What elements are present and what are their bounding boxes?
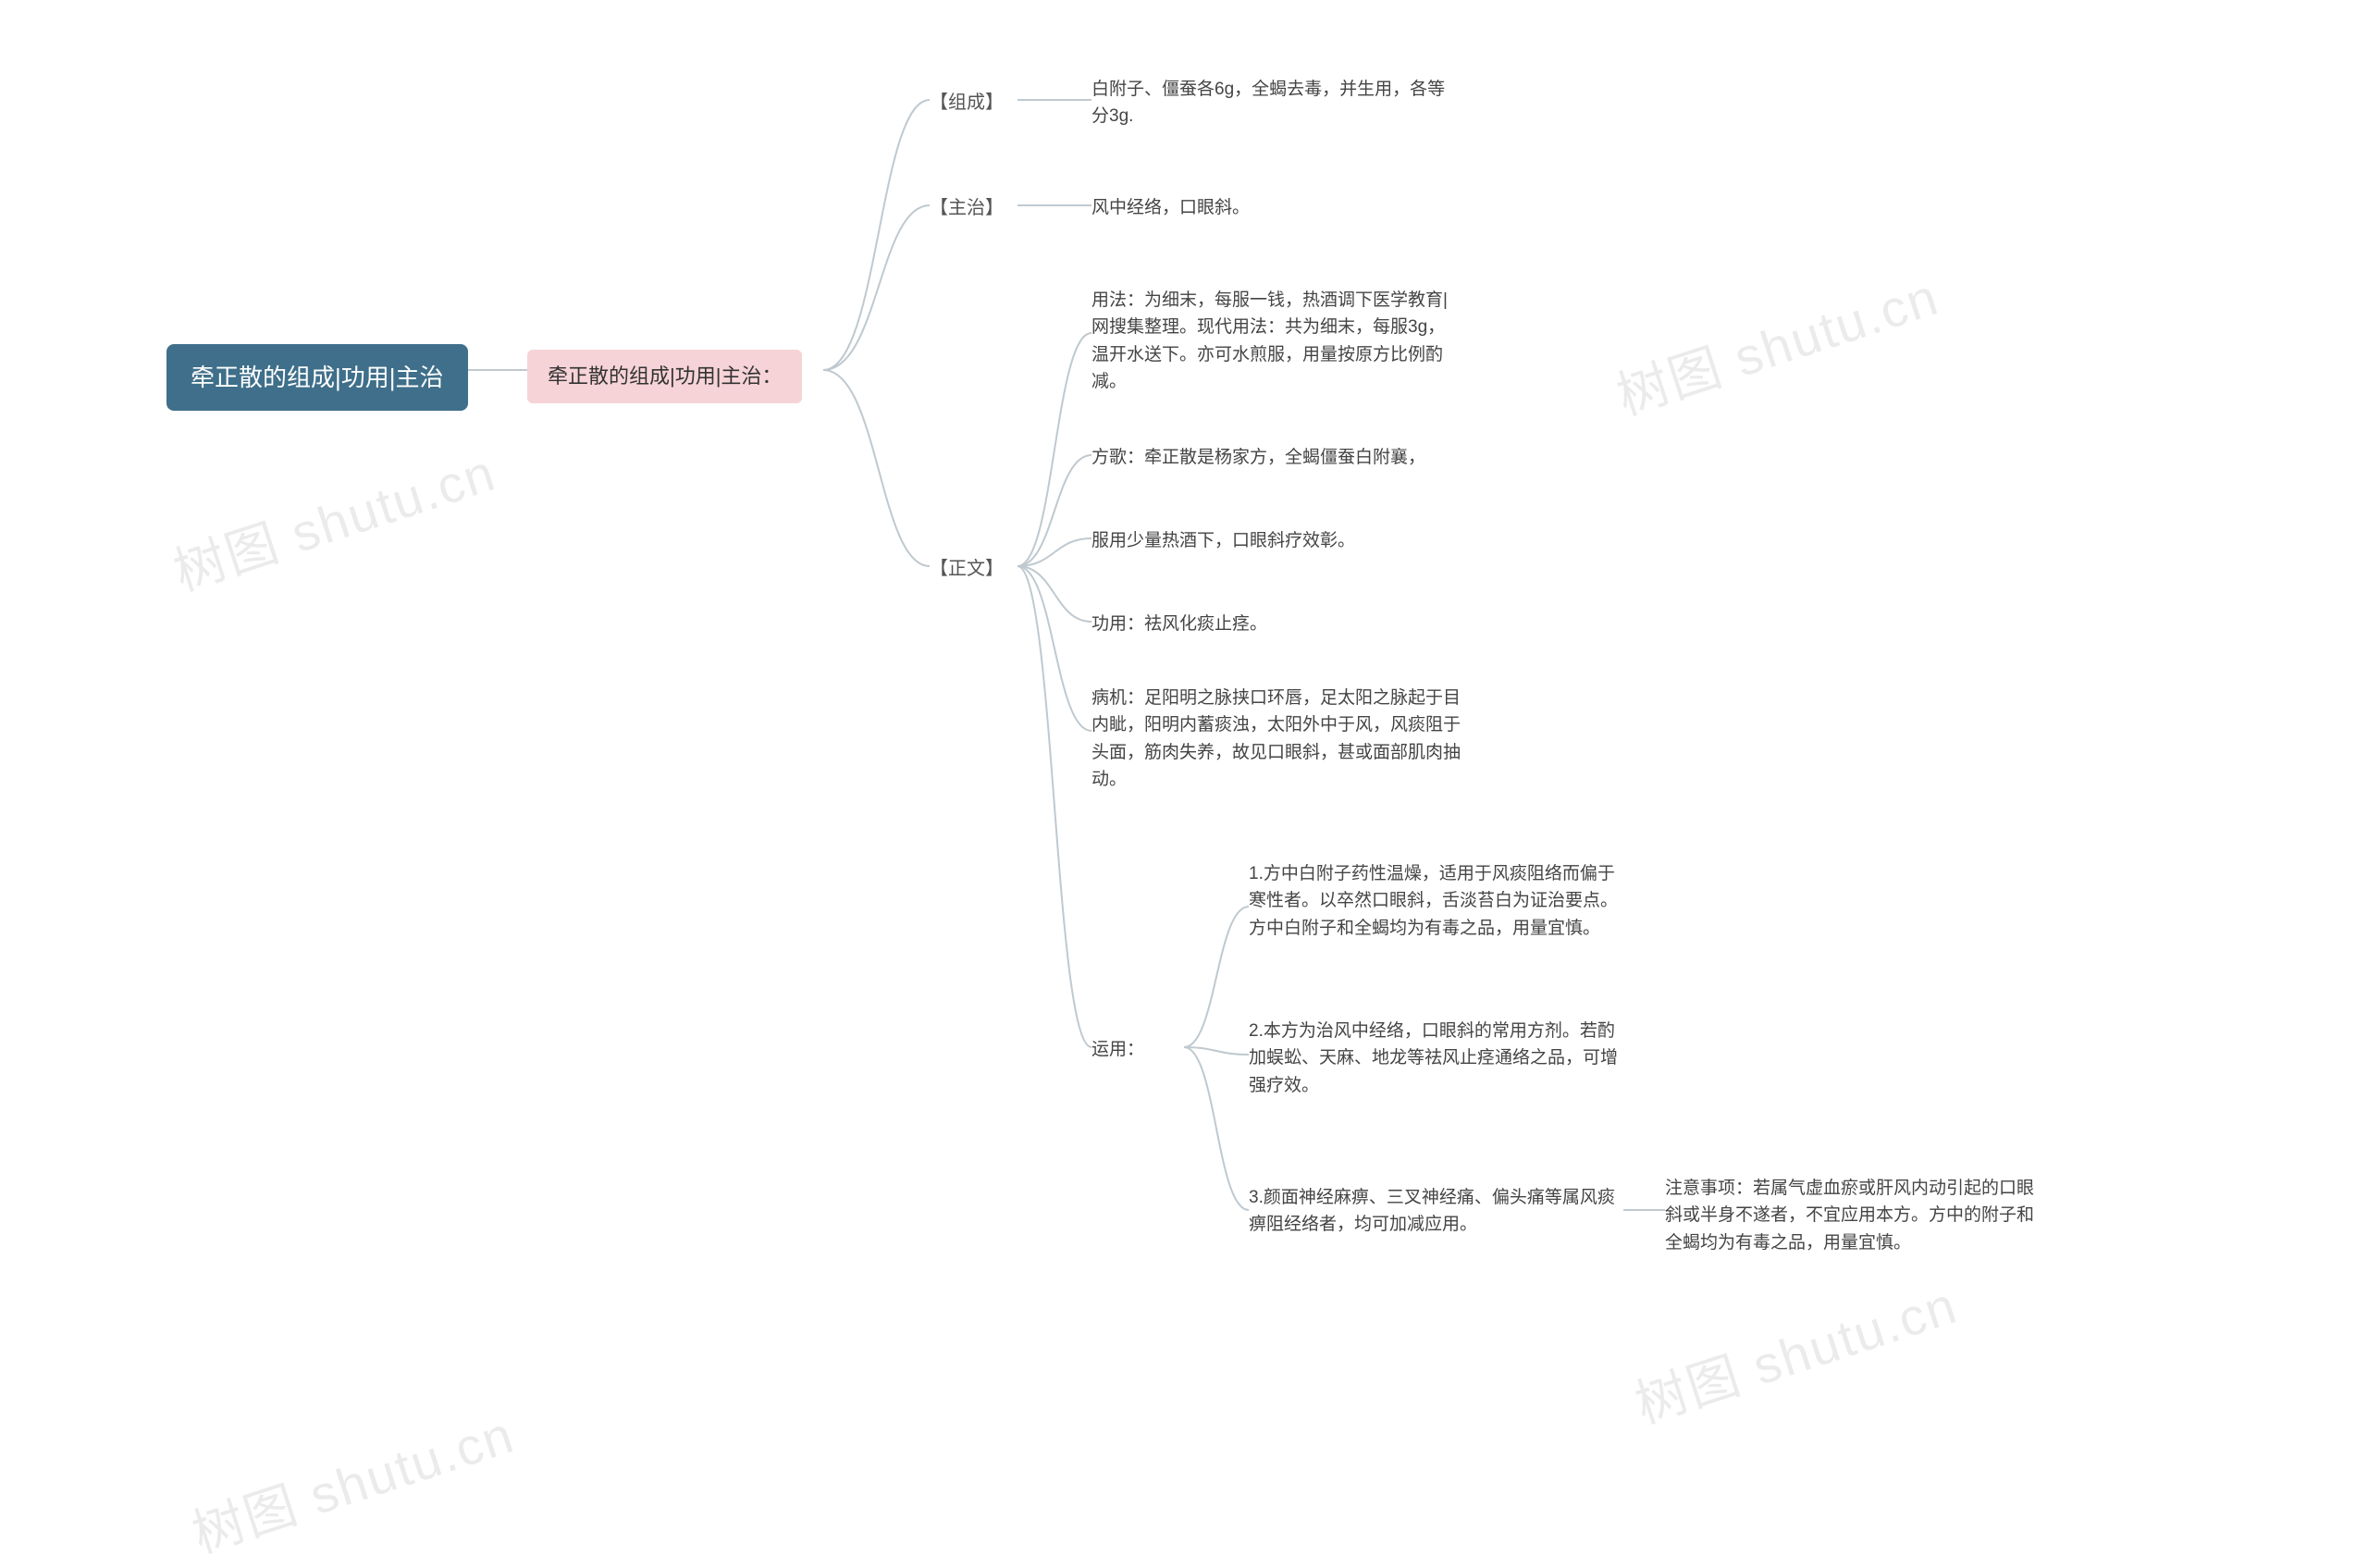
leaf-node[interactable]: 功用：祛风化痰止痉。	[1092, 611, 1267, 637]
branch-label-indication[interactable]: 【主治】	[930, 194, 1004, 223]
leaf-node[interactable]: 病机：足阳明之脉挟口环唇，足太阳之脉起于目内眦，阳明内蓄痰浊，太阳外中于风，风痰…	[1092, 685, 1462, 794]
branch-label-composition[interactable]: 【组成】	[930, 89, 1004, 117]
mindmap-canvas: 树图 shutu.cn 树图 shutu.cn 树图 shutu.cn 树图 s…	[0, 0, 2368, 1553]
leaf-node[interactable]: 方歌：牵正散是杨家方，全蝎僵蚕白附襄，	[1092, 444, 1425, 471]
leaf-node[interactable]: 服用少量热酒下，口眼斜疗效彰。	[1092, 527, 1355, 554]
leaf-node[interactable]: 风中经络，口眼斜。	[1092, 194, 1250, 221]
leaf-node[interactable]: 用法：为细末，每服一钱，热酒调下医学教育|网搜集整理。现代用法：共为细末，每服3…	[1092, 287, 1462, 396]
watermark: 树图 shutu.cn	[1606, 255, 1947, 430]
branch-label-maintext[interactable]: 【正文】	[930, 555, 1004, 584]
leaf-node-usage[interactable]: 运用：	[1092, 1036, 1144, 1063]
leaf-node[interactable]: 白附子、僵蚕各6g，全蝎去毒，并生用，各等分3g.	[1092, 76, 1462, 130]
root-node[interactable]: 牵正散的组成|功用|主治	[166, 344, 468, 411]
watermark: 树图 shutu.cn	[181, 1393, 523, 1568]
sub-node[interactable]: 牵正散的组成|功用|主治：	[527, 350, 802, 403]
leaf-node[interactable]: 2.本方为治风中经络，口眼斜的常用方剂。若酌加蜈蚣、天麻、地龙等祛风止痉通络之品…	[1249, 1018, 1619, 1099]
leaf-node-caution[interactable]: 注意事项：若属气虚血瘀或肝风内动引起的口眼斜或半身不遂者，不宜应用本方。方中的附…	[1665, 1175, 2035, 1256]
watermark: 树图 shutu.cn	[163, 431, 504, 606]
leaf-node[interactable]: 3.颜面神经麻痹、三叉神经痛、偏头痛等属风痰痹阻经络者，均可加减应用。	[1249, 1184, 1619, 1239]
leaf-node[interactable]: 1.方中白附子药性温燥，适用于风痰阻络而偏于寒性者。以卒然口眼斜，舌淡苔白为证治…	[1249, 860, 1619, 942]
watermark: 树图 shutu.cn	[1624, 1264, 1966, 1438]
